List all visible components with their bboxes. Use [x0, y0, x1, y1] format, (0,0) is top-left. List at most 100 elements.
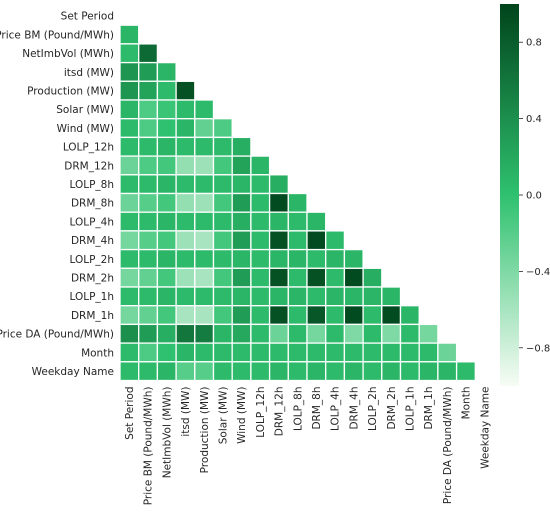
heatmap-cell-11-6 — [231, 211, 252, 232]
heatmap-cell-18-8 — [268, 342, 289, 363]
heatmap-cell-13-3 — [175, 248, 196, 269]
x-tick-labels: Set Period Price BM (Pound/MWh) NetImbVol … — [124, 386, 491, 505]
y-tick-label: LOLP_1h — [69, 291, 114, 303]
heatmap-cell-11-1 — [138, 211, 159, 232]
heatmap-cell-13-7 — [250, 248, 271, 269]
heatmap-cell-12-11 — [325, 230, 346, 251]
heatmap-cell-11-8 — [268, 211, 289, 232]
heatmap-cell-11-0 — [119, 211, 140, 232]
heatmap-cell-10-5 — [212, 192, 233, 213]
x-tick-label: DRM_1h — [423, 387, 435, 430]
heatmap-cell-18-3 — [175, 342, 196, 363]
heatmap-cell-14-13 — [362, 267, 383, 288]
heatmap-cell-18-14 — [381, 342, 402, 363]
heatmap-cell-9-4 — [194, 174, 215, 195]
x-tick-label: Price DA (Pound/MWh) — [442, 386, 454, 504]
x-tick-label: Weekday Name — [479, 387, 491, 469]
y-tick-label: DRM_2h — [71, 272, 114, 284]
heatmap-cell-17-3 — [175, 323, 196, 344]
heatmap-cell-5-2 — [156, 99, 177, 120]
heatmap-cell-19-15 — [399, 361, 420, 382]
y-tick-label: LOLP_2h — [69, 254, 114, 266]
heatmap-cell-19-4 — [194, 361, 215, 382]
heatmap-cell-9-3 — [175, 174, 196, 195]
heatmap-cell-15-1 — [138, 286, 159, 307]
heatmap-cell-19-11 — [325, 361, 346, 382]
heatmap-cell-15-6 — [231, 286, 252, 307]
x-tick-label: LOLP_4h — [330, 387, 342, 432]
y-tick-label: Price BM (Pound/MWh) — [0, 29, 114, 41]
heatmap-cell-19-14 — [381, 361, 402, 382]
heatmap-cell-14-8 — [268, 267, 289, 288]
heatmap-cell-13-2 — [156, 248, 177, 269]
heatmap-cell-13-10 — [306, 248, 327, 269]
heatmap-cell-6-4 — [194, 118, 215, 139]
heatmap-cell-15-9 — [287, 286, 308, 307]
heatmap-cell-17-16 — [418, 323, 439, 344]
heatmap-cell-6-5 — [212, 118, 233, 139]
heatmap-cell-15-0 — [119, 286, 140, 307]
y-tick-label: NetImbVol (MWh) — [22, 48, 114, 60]
heatmap-cell-17-14 — [381, 323, 402, 344]
heatmap-cell-13-9 — [287, 248, 308, 269]
x-tick-label: itsd (MW) — [180, 387, 192, 437]
heatmap-cell-18-2 — [156, 342, 177, 363]
heatmap-cell-19-0 — [119, 361, 140, 382]
heatmap-cell-12-6 — [231, 230, 252, 251]
heatmap-cell-11-5 — [212, 211, 233, 232]
heatmap-cell-19-5 — [212, 361, 233, 382]
heatmap-cell-12-8 — [268, 230, 289, 251]
heatmap-cell-18-11 — [325, 342, 346, 363]
heatmap-cell-15-12 — [343, 286, 364, 307]
heatmap-cell-18-10 — [306, 342, 327, 363]
heatmap-cell-10-7 — [250, 192, 271, 213]
heatmap-cell-3-2 — [156, 61, 177, 82]
heatmap-cell-10-9 — [287, 192, 308, 213]
y-tick-label: Production (MW) — [27, 85, 114, 97]
colorbar-gradient — [500, 4, 519, 386]
heatmap-cell-8-3 — [175, 155, 196, 176]
heatmap-cell-19-7 — [250, 361, 271, 382]
heatmap-cell-14-0 — [119, 267, 140, 288]
heatmap-cell-14-9 — [287, 267, 308, 288]
heatmap-cell-6-0 — [119, 118, 140, 139]
heatmap-cell-10-0 — [119, 192, 140, 213]
heatmap-cell-8-4 — [194, 155, 215, 176]
x-tick-label: DRM_4h — [348, 387, 360, 430]
heatmap-cell-12-4 — [194, 230, 215, 251]
heatmap-cell-17-4 — [194, 323, 215, 344]
heatmap-cell-16-10 — [306, 305, 327, 326]
heatmap-cell-19-3 — [175, 361, 196, 382]
heatmap-cell-14-7 — [250, 267, 271, 288]
heatmap-cell-14-4 — [194, 267, 215, 288]
x-tick-label: Price BM (Pound/MWh) — [143, 387, 155, 506]
heatmap-cell-13-4 — [194, 248, 215, 269]
x-tick-label: Solar (MW) — [217, 387, 229, 445]
heatmap-cell-19-10 — [306, 361, 327, 382]
heatmap-cell-13-5 — [212, 248, 233, 269]
heatmap-cell-17-8 — [268, 323, 289, 344]
heatmap-cell-15-14 — [381, 286, 402, 307]
heatmap-cell-16-3 — [175, 305, 196, 326]
heatmap-cell-9-1 — [138, 174, 159, 195]
heatmap-cell-16-5 — [212, 305, 233, 326]
colorbar-tick-label: 0.0 — [526, 191, 542, 202]
x-tick-label: Set Period — [124, 387, 136, 440]
heatmap-cell-9-5 — [212, 174, 233, 195]
heatmap-cell-5-3 — [175, 99, 196, 120]
heatmap-cell-5-1 — [138, 99, 159, 120]
heatmap-cell-13-1 — [138, 248, 159, 269]
colorbar-tick-label: −0.4 — [526, 267, 550, 278]
x-tick-label: LOLP_8h — [292, 387, 304, 432]
heatmap-cell-17-12 — [343, 323, 364, 344]
heatmap-cell-14-11 — [325, 267, 346, 288]
heatmap-cell-17-9 — [287, 323, 308, 344]
heatmap-cell-16-7 — [250, 305, 271, 326]
y-tick-label: Set Period — [61, 11, 114, 23]
heatmap-cell-18-12 — [343, 342, 364, 363]
heatmap-cell-8-5 — [212, 155, 233, 176]
heatmap-cell-8-0 — [119, 155, 140, 176]
x-tick-label: NetImbVol (MWh) — [161, 387, 173, 479]
heatmap-cell-3-0 — [119, 61, 140, 82]
colorbar-tick-label: 0.4 — [526, 114, 542, 125]
